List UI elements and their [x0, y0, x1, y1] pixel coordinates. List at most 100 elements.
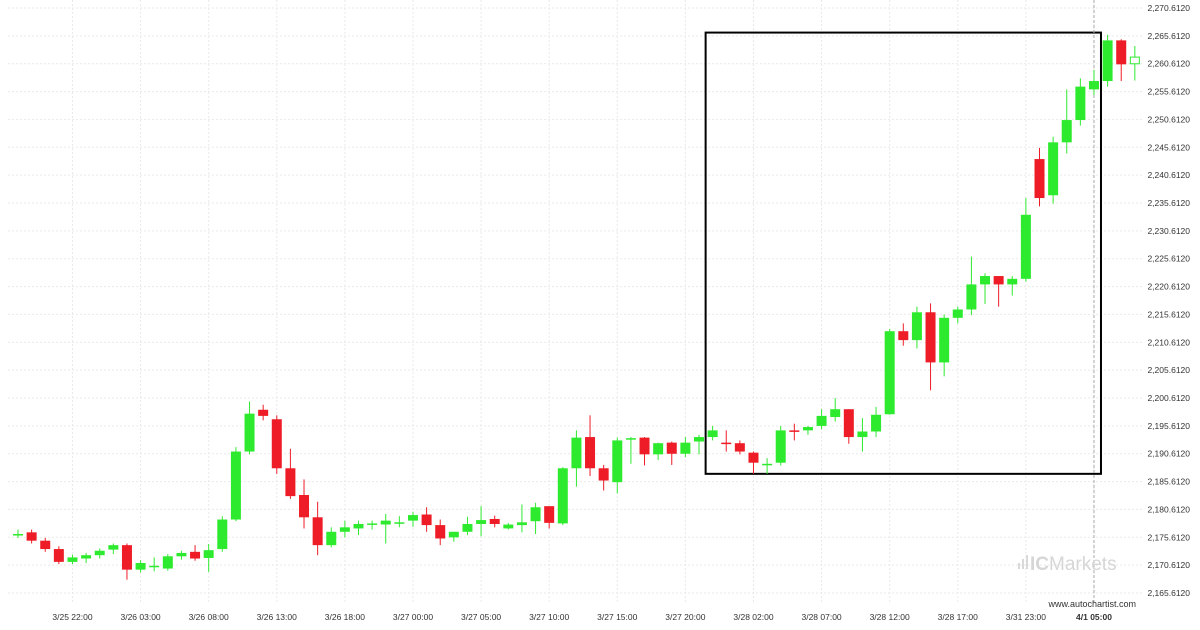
- candle: [530, 502, 541, 535]
- candle-body: [939, 317, 950, 363]
- candle-body: [789, 430, 800, 432]
- candle: [53, 546, 64, 565]
- y-tick-label: 2,180.6120: [1147, 504, 1190, 514]
- grid-lines: [8, 0, 1142, 603]
- candle: [353, 520, 364, 536]
- y-tick-label: 2,195.6120: [1147, 421, 1190, 431]
- candle: [911, 306, 922, 349]
- candle: [843, 409, 854, 444]
- candle-body: [802, 427, 813, 431]
- candle-body: [230, 451, 241, 520]
- candle-body: [435, 525, 446, 539]
- y-tick-label: 2,240.6120: [1147, 170, 1190, 180]
- candle: [40, 537, 51, 552]
- candle-body: [353, 523, 364, 529]
- candle-body: [81, 555, 92, 559]
- candle-body: [762, 463, 773, 466]
- candle-body: [299, 495, 310, 518]
- candle-body: [898, 331, 909, 341]
- candle-body: [544, 506, 555, 523]
- candle: [285, 448, 296, 499]
- candle-body: [721, 442, 732, 445]
- candle: [816, 409, 827, 430]
- candle: [721, 430, 732, 452]
- candle-body: [94, 550, 105, 556]
- candle: [625, 437, 636, 464]
- x-tick-label: 3/27 00:00: [393, 612, 433, 622]
- candle: [462, 516, 473, 536]
- highlight-box-layer: [704, 31, 1102, 475]
- candle-body: [830, 409, 841, 418]
- y-tick-label: 2,220.6120: [1147, 282, 1190, 292]
- x-tick-label: 3/28 12:00: [870, 612, 910, 622]
- candle-body: [190, 551, 201, 559]
- candle: [1007, 276, 1018, 296]
- candle-body: [707, 430, 718, 438]
- candle: [94, 548, 105, 559]
- candle-body: [108, 545, 119, 550]
- candle-body: [748, 452, 759, 463]
- candle-body: [1102, 40, 1113, 82]
- candle: [925, 303, 936, 391]
- candle: [190, 545, 201, 561]
- candle: [1088, 69, 1099, 95]
- candle-body: [653, 443, 664, 455]
- candle-body: [53, 549, 64, 562]
- x-tick-label: 3/27 05:00: [461, 612, 501, 622]
- candle: [952, 306, 963, 324]
- brand-ic: IC: [1030, 554, 1049, 575]
- x-tick-label: 3/25 22:00: [52, 612, 92, 622]
- candle-body: [462, 523, 473, 532]
- candle: [516, 504, 527, 533]
- candle-body: [503, 524, 514, 529]
- candle-body: [857, 431, 868, 438]
- candle-body: [1129, 56, 1140, 65]
- candle: [734, 440, 745, 455]
- candle: [871, 406, 882, 438]
- candle: [367, 520, 378, 530]
- candle-body: [1116, 40, 1127, 65]
- candle-body: [26, 532, 37, 541]
- candle-body: [40, 540, 51, 550]
- website-url[interactable]: www.autochartist.com: [1047, 599, 1136, 609]
- candle: [407, 511, 418, 527]
- candle-body: [1007, 278, 1018, 285]
- candle: [830, 398, 841, 422]
- y-tick-label: 2,175.6120: [1147, 532, 1190, 542]
- candle: [108, 543, 119, 555]
- x-tick-label: 3/26 03:00: [120, 612, 160, 622]
- candle: [1075, 78, 1086, 126]
- y-tick-label: 2,245.6120: [1147, 142, 1190, 152]
- candle-body: [625, 438, 636, 440]
- candle-body: [530, 507, 541, 522]
- candle: [176, 550, 187, 560]
- y-tick-label: 2,200.6120: [1147, 393, 1190, 403]
- candle-body: [367, 523, 378, 525]
- candle: [1034, 147, 1045, 207]
- candle: [653, 442, 664, 460]
- x-tick-label: 3/27 15:00: [597, 612, 637, 622]
- candle-body: [911, 312, 922, 341]
- candle-body: [1088, 81, 1099, 90]
- candle-current: [1129, 45, 1140, 81]
- candle-body: [1048, 142, 1059, 196]
- candle-body: [67, 557, 78, 562]
- candle: [121, 543, 132, 580]
- x-tick-label: 3/26 18:00: [325, 612, 365, 622]
- candle-body: [734, 443, 745, 452]
- candle: [380, 513, 391, 544]
- x-tick-label: 4/1 05:00: [1076, 612, 1112, 622]
- brand-watermark: ICMarkets: [1018, 554, 1117, 575]
- candle: [898, 323, 909, 346]
- brand-rest: Markets: [1049, 554, 1117, 575]
- x-tick-label: 3/28 02:00: [733, 612, 773, 622]
- candle: [1020, 198, 1031, 282]
- candle-body: [884, 331, 895, 415]
- candle-body: [694, 437, 704, 442]
- candle-body: [993, 276, 1004, 285]
- candle: [1102, 34, 1113, 87]
- candle-body: [135, 562, 146, 570]
- candle-body: [339, 527, 350, 532]
- candle-body: [639, 437, 650, 455]
